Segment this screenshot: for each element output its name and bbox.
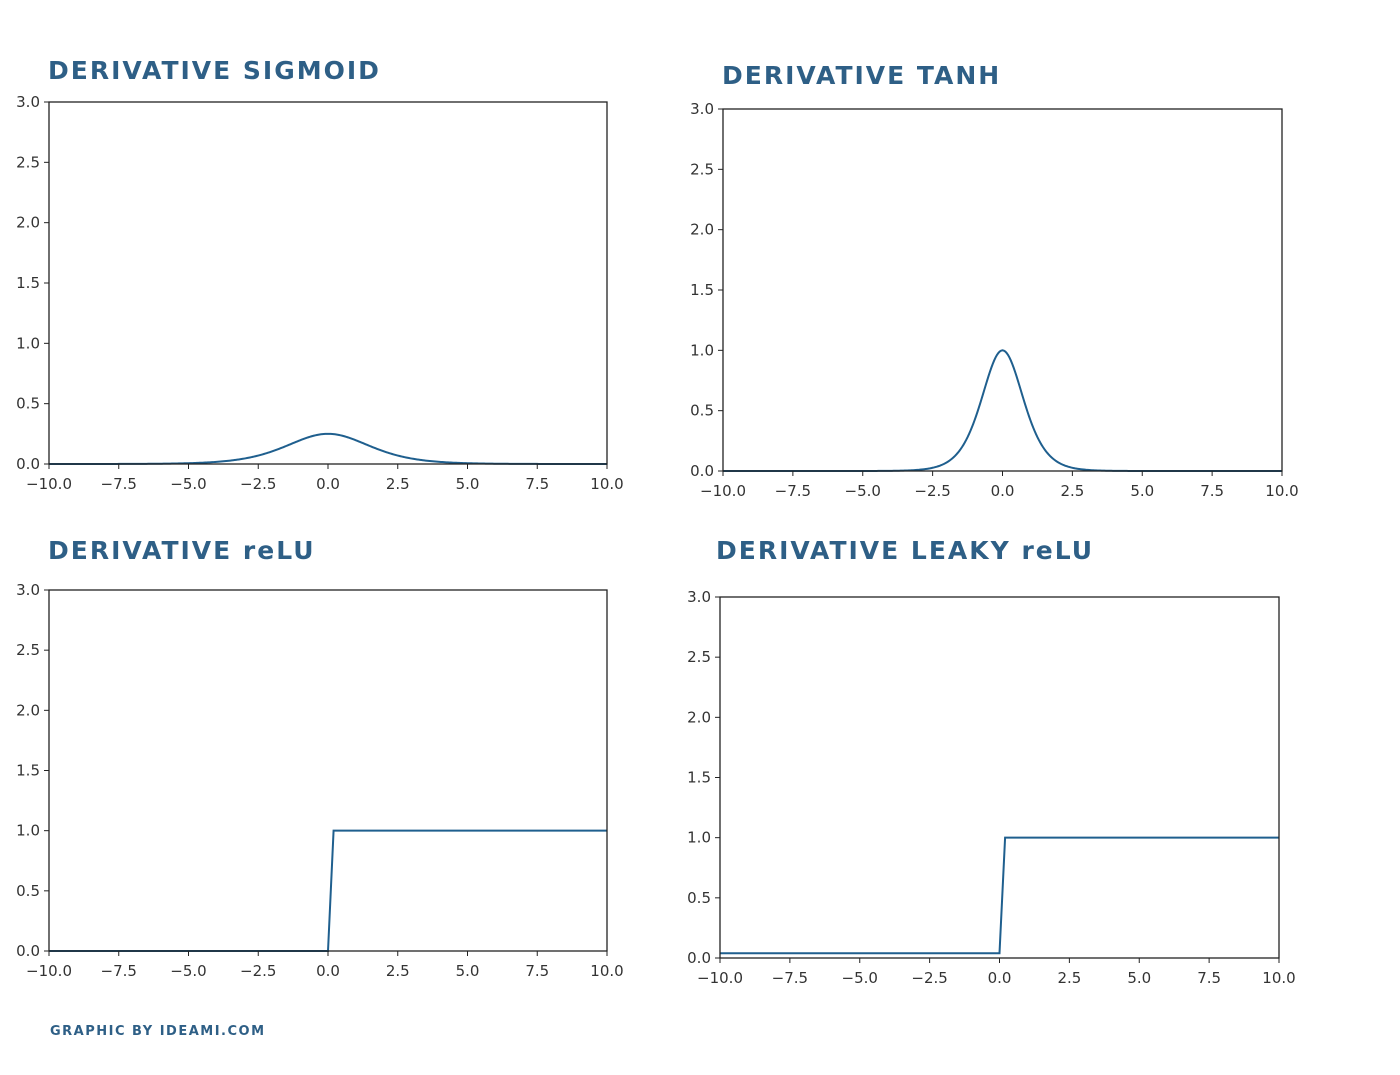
x-tick-label-sigmoid: −2.5	[240, 475, 276, 493]
x-tick-label-relu: 5.0	[456, 962, 480, 980]
x-tick-label-relu: 10.0	[590, 962, 623, 980]
plot-frame-leaky-relu	[719, 596, 1280, 959]
x-tick-label-tanh: 0.0	[991, 482, 1015, 500]
chart-title-tanh: DERIVATIVE TANH	[722, 61, 1002, 90]
x-tick-label-relu: 0.0	[316, 962, 340, 980]
chart-relu: −10.0 −7.5 −5.0 −2.5 0.0 2.5 5.0 7.5 10.0 0.0 0.5 1…	[16, 581, 624, 980]
x-tick-label-leaky-relu: −10.0	[697, 969, 743, 987]
y-tick-label-tanh: 3.0	[690, 100, 714, 118]
y-tick-label-relu: 0.0	[16, 942, 40, 960]
y-tick-label-tanh: 2.0	[690, 221, 714, 239]
y-tick-label-leaky-relu: 2.5	[687, 648, 711, 666]
x-tick-label-tanh: −2.5	[914, 482, 950, 500]
x-tick-label-sigmoid: 10.0	[590, 475, 623, 493]
chart-title-leaky-relu: DERIVATIVE LEAKY reLU	[716, 536, 1095, 565]
y-tick-label-tanh: 0.0	[690, 462, 714, 480]
chart-leaky-relu: −10.0 −7.5 −5.0 −2.5 0.0 2.5 5.0 7.5 10.0 0.0 0.5 1…	[687, 588, 1296, 987]
y-tick-label-leaky-relu: 1.5	[687, 769, 711, 787]
x-tick-label-leaky-relu: 0.0	[988, 969, 1012, 987]
footer-credit: GRAPHIC BY IDEAMI.COM	[50, 1024, 266, 1039]
y-tick-label-leaky-relu: 0.5	[687, 889, 711, 907]
plot-frame-tanh	[722, 108, 1283, 472]
y-tick-label-relu: 0.5	[16, 882, 40, 900]
y-tick-label-leaky-relu: 1.0	[687, 829, 711, 847]
x-tick-label-relu: −5.0	[170, 962, 206, 980]
x-tick-label-leaky-relu: 2.5	[1057, 969, 1081, 987]
x-tick-label-leaky-relu: 7.5	[1197, 969, 1221, 987]
y-tick-label-sigmoid: 0.5	[16, 395, 40, 413]
x-tick-label-sigmoid: 2.5	[386, 475, 410, 493]
plot-frame-relu	[48, 589, 608, 952]
x-tick-label-sigmoid: 7.5	[525, 475, 549, 493]
x-tick-label-sigmoid: −5.0	[170, 475, 206, 493]
y-tick-label-tanh: 1.5	[690, 281, 714, 299]
y-tick-label-sigmoid: 1.5	[16, 274, 40, 292]
x-tick-label-relu: −7.5	[101, 962, 137, 980]
y-tick-label-relu: 3.0	[16, 581, 40, 599]
y-tick-label-leaky-relu: 3.0	[687, 588, 711, 606]
x-tick-label-tanh: 7.5	[1200, 482, 1224, 500]
x-tick-label-leaky-relu: −2.5	[911, 969, 947, 987]
x-tick-label-leaky-relu: 10.0	[1262, 969, 1295, 987]
y-tick-label-relu: 2.0	[16, 701, 40, 719]
y-tick-label-sigmoid: 2.5	[16, 153, 40, 171]
x-tick-label-tanh: 5.0	[1130, 482, 1154, 500]
y-tick-label-leaky-relu: 2.0	[687, 708, 711, 726]
x-tick-label-sigmoid: −7.5	[101, 475, 137, 493]
y-tick-label-relu: 1.5	[16, 762, 40, 780]
x-tick-label-leaky-relu: 5.0	[1127, 969, 1151, 987]
x-tick-label-relu: −2.5	[240, 962, 276, 980]
x-tick-label-sigmoid: −10.0	[26, 475, 72, 493]
y-tick-label-tanh: 1.0	[690, 341, 714, 359]
y-tick-label-sigmoid: 0.0	[16, 455, 40, 473]
series-line-leaky-relu	[720, 836, 1279, 955]
y-tick-label-sigmoid: 3.0	[16, 93, 40, 111]
x-tick-label-sigmoid: 0.0	[316, 475, 340, 493]
y-tick-label-tanh: 2.5	[690, 160, 714, 178]
y-tick-label-relu: 2.5	[16, 641, 40, 659]
x-tick-label-tanh: −10.0	[700, 482, 746, 500]
y-tick-label-sigmoid: 1.0	[16, 334, 40, 352]
y-tick-label-leaky-relu: 0.0	[687, 949, 711, 967]
series-line-relu	[49, 829, 607, 952]
y-tick-label-sigmoid: 2.0	[16, 214, 40, 232]
y-tick-label-tanh: 0.5	[690, 402, 714, 420]
series-line-tanh	[723, 349, 1282, 472]
x-tick-label-tanh: 2.5	[1060, 482, 1084, 500]
y-tick-label-relu: 1.0	[16, 822, 40, 840]
x-tick-label-relu: −10.0	[26, 962, 72, 980]
x-tick-label-leaky-relu: −5.0	[842, 969, 878, 987]
chart-title-relu: DERIVATIVE reLU	[48, 536, 316, 565]
chart-sigmoid: −10.0 −7.5 −5.0 −2.5 0.0 2.5 5.0 7.5 10.0 0.0 0.5 1…	[16, 93, 624, 493]
x-tick-label-relu: 7.5	[525, 962, 549, 980]
x-tick-label-leaky-relu: −7.5	[772, 969, 808, 987]
x-tick-label-relu: 2.5	[386, 962, 410, 980]
chart-title-sigmoid: DERIVATIVE SIGMOID	[48, 56, 381, 85]
series-line-sigmoid	[49, 432, 607, 465]
x-tick-label-tanh: −5.0	[845, 482, 881, 500]
plot-frame-sigmoid	[48, 101, 608, 465]
x-tick-label-tanh: 10.0	[1265, 482, 1298, 500]
x-tick-label-tanh: −7.5	[775, 482, 811, 500]
chart-tanh: −10.0 −7.5 −5.0 −2.5 0.0 2.5 5.0 7.5 10.0 0.0 0.5 1…	[690, 100, 1299, 500]
x-tick-label-sigmoid: 5.0	[456, 475, 480, 493]
